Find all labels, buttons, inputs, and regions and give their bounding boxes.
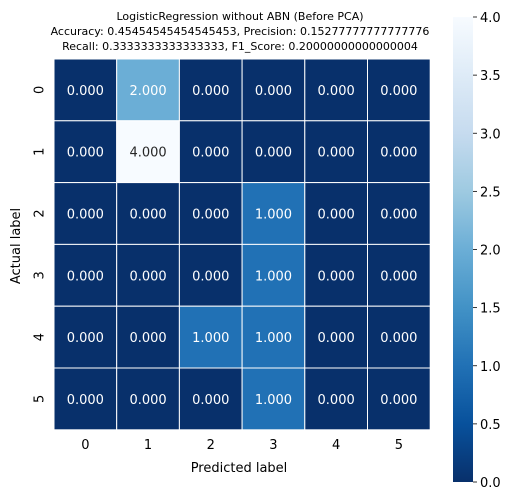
y-tick-4: 4 [33, 333, 48, 341]
cell-3-0 [53, 243, 118, 307]
x-tick-5: 5 [395, 438, 403, 453]
cell-label-2-2: 0.000 [192, 208, 229, 223]
cell-2-1 [116, 182, 180, 245]
colorbar-tick-3.0: 3.0 [480, 127, 501, 142]
cell-0-2 [178, 58, 243, 122]
cell-2-3 [241, 182, 306, 245]
chart-title-line-2: Accuracy: 0.45454545454545453, Precision… [51, 25, 430, 38]
x-axis-label: Predicted label [191, 461, 288, 476]
colorbar-tick-0.5: 0.5 [480, 418, 501, 433]
colorbar-tick-0.0: 0.0 [480, 476, 501, 491]
y-tick-labels: 0 1 2 3 4 5 [33, 86, 48, 403]
cell-label-0-2: 0.000 [192, 84, 229, 99]
cell-3-1 [116, 243, 180, 307]
cell-0-3 [241, 58, 306, 122]
cell-label-1-4: 0.000 [318, 146, 355, 161]
cell-0-1 [116, 58, 180, 122]
cell-label-4-4: 0.000 [318, 331, 355, 346]
colorbar-tick-1.5: 1.5 [480, 302, 501, 317]
cell-5-3 [241, 367, 306, 431]
cell-2-5 [367, 182, 431, 245]
x-tick-0: 0 [81, 438, 89, 453]
x-tick-2: 2 [207, 438, 215, 453]
cell-label-2-0: 0.000 [67, 208, 104, 223]
cell-4-3 [241, 305, 306, 369]
y-tick-0: 0 [33, 86, 48, 94]
cell-label-2-1: 0.000 [129, 208, 166, 223]
cell-label-1-1: 4.000 [129, 146, 166, 161]
cell-4-5 [367, 305, 431, 369]
cell-5-4 [304, 367, 368, 431]
y-tick-2: 2 [33, 209, 48, 217]
colorbar-tick-2.5: 2.5 [480, 185, 501, 200]
colorbar-ticks: 0.0 0.5 1.0 1.5 2.0 2.5 3.0 3.5 4.0 [473, 11, 501, 491]
cell-label-2-3: 1.000 [255, 208, 292, 223]
cell-label-0-5: 0.000 [380, 84, 417, 99]
chart-title-line-3: Recall: 0.3333333333333333, F1_Score: 0.… [62, 40, 418, 53]
cell-5-0 [53, 367, 118, 431]
x-tick-3: 3 [269, 438, 277, 453]
colorbar-tick-1.0: 1.0 [480, 360, 501, 375]
cell-5-5 [367, 367, 431, 431]
cell-label-5-5: 0.000 [380, 393, 417, 408]
cell-label-3-5: 0.000 [380, 269, 417, 284]
cell-1-3 [241, 120, 306, 184]
cell-4-4 [304, 305, 368, 369]
x-tick-1: 1 [144, 438, 152, 453]
colorbar-tick-2.0: 2.0 [480, 244, 501, 259]
cell-label-2-4: 0.000 [318, 208, 355, 223]
chart-title-line-1: LogisticRegression without ABN (Before P… [116, 10, 363, 23]
cell-label-3-0: 0.000 [67, 269, 104, 284]
colorbar-tick-3.5: 3.5 [480, 69, 501, 84]
cell-label-1-0: 0.000 [67, 146, 104, 161]
cell-label-4-0: 0.000 [67, 331, 104, 346]
cell-label-4-1: 0.000 [129, 331, 166, 346]
y-tick-1: 1 [33, 148, 48, 156]
cell-label-0-3: 0.000 [255, 84, 292, 99]
cell-label-1-5: 0.000 [380, 146, 417, 161]
cell-4-2 [178, 305, 243, 369]
cell-3-2 [178, 243, 243, 307]
cell-label-5-0: 0.000 [67, 393, 104, 408]
cell-0-0 [53, 58, 118, 122]
cell-label-0-4: 0.000 [318, 84, 355, 99]
x-tick-4: 4 [332, 438, 340, 453]
cell-label-4-3: 1.000 [255, 331, 292, 346]
y-axis-label: Actual label [9, 208, 24, 284]
cell-2-4 [304, 182, 368, 245]
cell-label-5-3: 1.000 [255, 393, 292, 408]
y-tick-5: 5 [33, 395, 48, 403]
cell-4-0 [53, 305, 118, 369]
cell-label-3-1: 0.000 [129, 269, 166, 284]
cell-label-0-0: 0.000 [67, 84, 104, 99]
cell-label-1-3: 0.000 [255, 146, 292, 161]
cell-label-0-1: 2.000 [129, 84, 166, 99]
cell-1-5 [367, 120, 431, 184]
cell-label-2-5: 0.000 [380, 208, 417, 223]
cell-label-5-4: 0.000 [318, 393, 355, 408]
cell-label-4-2: 1.000 [192, 331, 229, 346]
cell-label-3-2: 0.000 [192, 269, 229, 284]
cell-3-5 [367, 243, 431, 307]
colorbar-tick-4.0: 4.0 [480, 11, 501, 26]
cell-label-1-2: 0.000 [192, 146, 229, 161]
cell-label-5-1: 0.000 [129, 393, 166, 408]
heatmap-cells: 0.000 2.000 0.000 0.000 0.000 0.000 0.000 4.000… [53, 58, 431, 431]
cell-label-4-5: 0.000 [380, 331, 417, 346]
colorbar [453, 17, 473, 482]
cell-label-3-4: 0.000 [318, 269, 355, 284]
cell-3-3 [241, 243, 306, 307]
cell-1-1 [116, 120, 180, 184]
cell-label-3-3: 1.000 [255, 269, 292, 284]
cell-0-5 [367, 58, 431, 122]
x-tick-labels: 0 1 2 3 4 5 [81, 438, 403, 453]
cell-3-4 [304, 243, 368, 307]
y-tick-3: 3 [33, 271, 48, 279]
cell-label-5-2: 0.000 [192, 393, 229, 408]
